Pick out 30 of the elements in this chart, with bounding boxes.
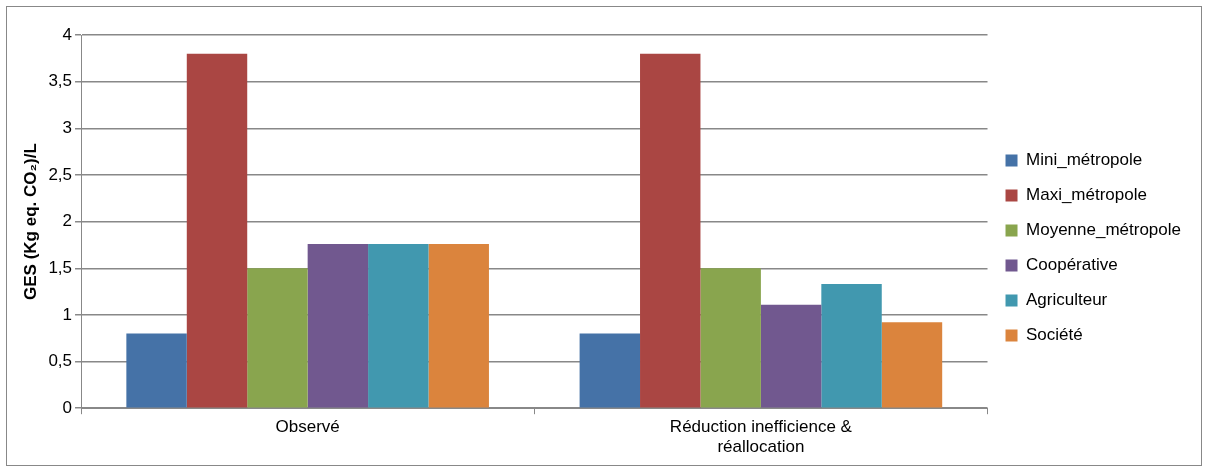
legend-label: Mini_métropole: [1026, 150, 1143, 170]
y-axis-title: GES (Kg eq. CO₂)/L: [20, 143, 40, 300]
bar: [428, 243, 489, 408]
y-tick-label: 0: [62, 397, 73, 417]
x-tick-label: Réduction inefficience & réallocation: [669, 417, 853, 457]
bar: [579, 333, 641, 408]
legend-label: Société: [1026, 325, 1083, 345]
bar: [307, 243, 369, 408]
y-tick-label: 1,5: [48, 257, 73, 277]
bar: [640, 53, 701, 408]
legend-label: Moyenne_métropole: [1026, 220, 1181, 240]
y-tick-label: 1: [62, 304, 73, 324]
legend-label: Agriculteur: [1026, 290, 1108, 310]
bar: [821, 284, 882, 408]
y-tick-label: 2,5: [48, 164, 73, 184]
bar: [368, 243, 429, 408]
x-tick-label: Observé: [275, 417, 340, 437]
legend-label: Coopérative: [1026, 255, 1118, 275]
bar: [881, 322, 943, 408]
y-tick-label: 4: [62, 24, 73, 44]
bar: [700, 268, 761, 408]
bar: [760, 304, 822, 408]
bar: [186, 53, 248, 408]
y-tick-label: 3: [62, 117, 73, 137]
y-tick-label: 3,5: [48, 71, 73, 91]
bar: [126, 333, 187, 408]
bar: [247, 268, 308, 408]
y-tick-label: 2: [62, 211, 73, 231]
y-tick-label: 0,5: [48, 351, 73, 371]
legend-label: Maxi_métropole: [1026, 185, 1147, 205]
